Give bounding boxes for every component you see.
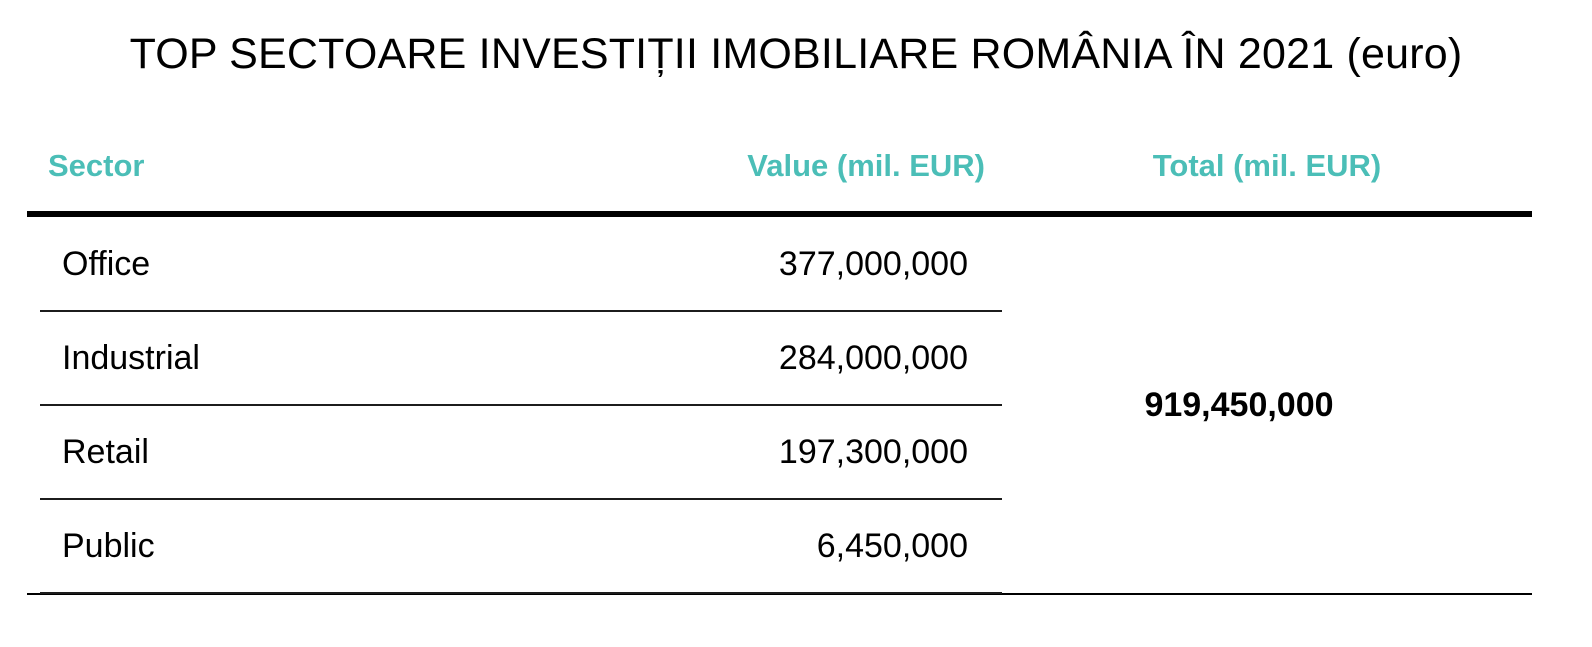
table-header-row: Sector Value (mil. EUR) Total (mil. EUR) [27,120,1532,217]
table-row: Industrial 284,000,000 [27,311,1002,406]
table-row: Office 377,000,000 [27,217,1002,312]
total-value-cell: 919,450,000 [1144,385,1334,424]
column-header-value: Value (mil. EUR) [747,147,985,183]
table-body: Office 377,000,000 Industrial 284,000,00… [27,217,1532,595]
column-header-sector: Sector [48,147,145,183]
value-cell: 197,300,000 [778,432,968,471]
table-row: Public 6,450,000 [27,499,1002,594]
value-cell: 6,450,000 [816,526,968,565]
value-cell: 377,000,000 [778,244,968,283]
value-cell: 284,000,000 [778,338,968,377]
sector-cell: Industrial [62,338,200,377]
investment-table: Sector Value (mil. EUR) Total (mil. EUR)… [27,120,1532,595]
column-header-total: Total (mil. EUR) [1152,147,1382,183]
table-row: Retail 197,300,000 [27,405,1002,500]
sector-cell: Public [62,526,155,565]
sector-cell: Office [62,244,151,283]
sector-cell: Retail [62,432,149,471]
page-title: TOP SECTOARE INVESTIȚII IMOBILIARE ROMÂN… [129,30,1463,78]
